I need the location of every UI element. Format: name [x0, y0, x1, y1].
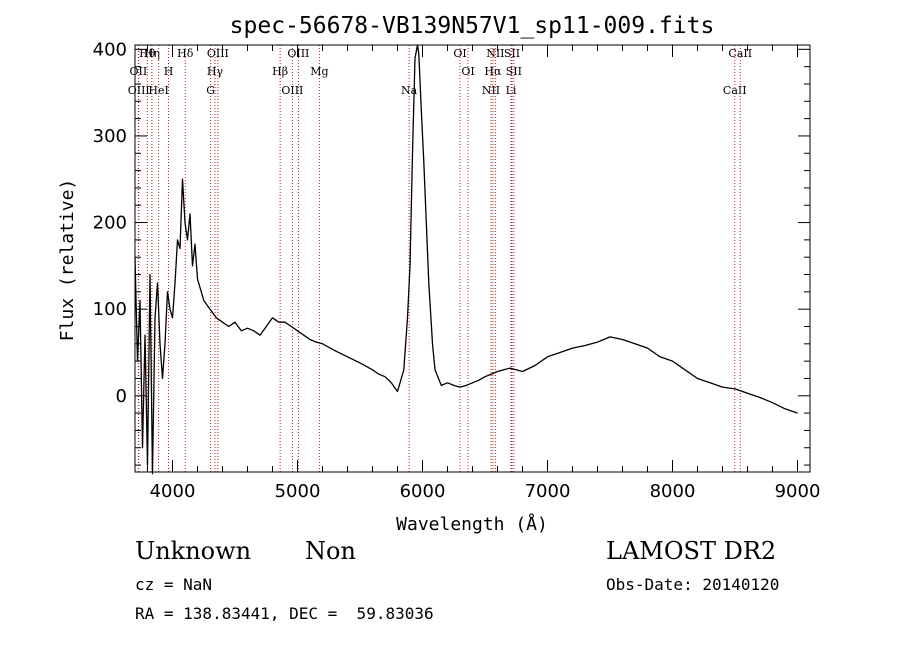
line-marker-label: G	[206, 84, 215, 97]
x-tick-label: 5000	[275, 481, 321, 502]
y-axis-label: Flux (relative)	[57, 179, 78, 342]
line-marker-label: OIII	[287, 47, 309, 60]
line-marker-label: Na	[401, 84, 418, 97]
line-marker-label: OIII	[128, 84, 150, 97]
line-markers: HθOIIOIIIHηHHeIHδHγGOIIIHβOIIIOIIIMgNaOI…	[128, 45, 752, 472]
line-marker-label: Li	[506, 84, 517, 97]
line-marker-label: H	[164, 65, 174, 78]
line-marker-label: Mg	[310, 65, 328, 78]
x-tick-label: 7000	[525, 481, 571, 502]
line-marker-label: Hδ	[177, 47, 194, 60]
x-axis-label: Wavelength (Å)	[396, 513, 548, 535]
line-marker-label: Hθ	[139, 47, 156, 60]
line-marker-label: OI	[453, 47, 466, 60]
line-marker-label: OII	[130, 65, 148, 78]
chart-title: spec-56678-VB139N57V1_sp11-009.fits	[230, 13, 715, 39]
line-marker-label: SII	[504, 47, 520, 60]
y-tick-label: 100	[93, 299, 127, 320]
line-marker-label: Hγ	[207, 65, 224, 78]
subclass-label: Non	[305, 537, 356, 565]
spectrum-line	[134, 44, 798, 475]
x-tick-label: 9000	[775, 481, 821, 502]
y-tick-label: 400	[93, 39, 127, 60]
axes: 4000 5000 6000 7000 8000 9000 0 100 200 300 400	[93, 39, 821, 502]
line-marker-label: SII	[506, 65, 522, 78]
cz-value: cz = NaN	[135, 575, 213, 594]
x-tick-label: 8000	[650, 481, 696, 502]
line-marker-label: Hα	[484, 65, 502, 78]
obs-date: Obs-Date: 20140120	[606, 575, 780, 594]
y-tick-label: 300	[93, 126, 127, 147]
line-marker-label: CaII	[728, 47, 752, 60]
line-marker-label: NII	[482, 84, 500, 97]
survey-label: LAMOST DR2	[606, 537, 777, 565]
line-marker-label: OIII	[281, 84, 303, 97]
spectrum-series	[134, 44, 798, 475]
line-marker-label: CaII	[723, 84, 747, 97]
line-marker-label: Hβ	[272, 65, 288, 78]
plot-frame	[134, 44, 811, 473]
line-marker-label: OIII	[207, 47, 229, 60]
line-marker-label: HeI	[148, 84, 168, 97]
x-tick-label: 4000	[150, 481, 196, 502]
ra-dec: RA = 138.83441, DEC = 59.83036	[135, 604, 434, 623]
line-marker-label: NII	[486, 47, 504, 60]
y-tick-label: 200	[93, 213, 127, 234]
line-marker-label: OI	[461, 65, 474, 78]
y-tick-label: 0	[116, 386, 127, 407]
class-label: Unknown	[135, 537, 252, 565]
x-tick-label: 6000	[400, 481, 446, 502]
